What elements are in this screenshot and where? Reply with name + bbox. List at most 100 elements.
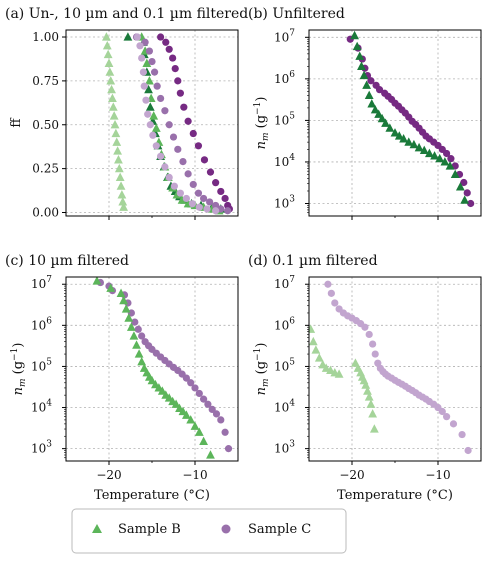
circle-marker <box>174 145 182 153</box>
triangle-marker <box>194 427 204 436</box>
y-tick-label: 103 <box>31 440 52 456</box>
triangle-marker <box>126 322 136 331</box>
data-points <box>102 32 233 215</box>
triangle-marker <box>399 134 408 143</box>
legend-marker-sample-c <box>221 524 231 534</box>
circle-marker <box>157 94 165 103</box>
triangle-marker <box>109 111 119 120</box>
triangle-marker <box>104 58 114 67</box>
triangle-marker <box>326 365 335 375</box>
circle-marker <box>184 170 192 178</box>
circle-marker <box>138 332 146 340</box>
circle-marker <box>180 103 188 111</box>
circle-marker <box>324 280 332 288</box>
circle-marker <box>189 180 197 189</box>
circle-marker <box>188 200 197 208</box>
triangle-marker <box>124 313 134 322</box>
triangle-marker <box>357 61 366 70</box>
axes-frame <box>308 29 482 217</box>
circle-marker <box>331 299 339 307</box>
triangle-marker <box>435 153 445 163</box>
triangle-marker <box>132 340 141 349</box>
triangle-marker <box>368 409 378 418</box>
y-tick-label: 105 <box>274 357 295 373</box>
circle-marker <box>327 289 335 297</box>
triangle-marker <box>102 40 112 50</box>
y-tick-label: 104 <box>274 153 295 169</box>
triangle-marker <box>142 58 152 67</box>
circle-marker <box>221 428 229 436</box>
triangle-marker <box>114 155 123 164</box>
legend-label-sample-b: Sample B <box>118 522 181 537</box>
y-axis-label: nm (g−1) <box>253 97 271 150</box>
x-tick-label: −10 <box>425 468 450 482</box>
triangle-marker <box>116 181 126 190</box>
triangle-marker <box>112 137 122 146</box>
circle-marker <box>169 133 178 141</box>
triangle-marker <box>355 51 365 60</box>
triangle-marker <box>311 345 321 354</box>
circle-marker <box>140 82 148 90</box>
triangle-marker <box>309 336 318 346</box>
triangle-marker <box>118 197 128 206</box>
circle-marker <box>467 199 475 208</box>
y-axis-label: nm (g−1) <box>253 343 271 396</box>
panel-a: 0.00 0.25 0.50 0.75 1.00 (a) Un-, 10 µm and 0… <box>5 6 248 220</box>
triangle-marker <box>350 30 359 40</box>
triangle-marker <box>106 76 116 85</box>
y-tick-label: 106 <box>274 70 295 86</box>
circle-marker <box>221 194 229 203</box>
circle-marker <box>169 54 177 62</box>
circle-marker <box>367 77 375 85</box>
circle-marker <box>161 163 169 171</box>
circle-marker <box>200 395 208 403</box>
triangle-marker <box>450 169 460 179</box>
circle-marker <box>203 205 211 213</box>
circle-marker <box>195 389 203 398</box>
circle-marker <box>165 121 173 129</box>
triangle-marker <box>362 80 372 89</box>
triangle-marker <box>394 131 404 140</box>
triangle-marker <box>314 353 324 362</box>
triangle-marker <box>177 195 187 204</box>
circle-marker <box>200 194 208 203</box>
triangle-marker <box>440 157 450 166</box>
circle-marker <box>361 323 369 331</box>
circle-marker <box>369 340 377 348</box>
circle-marker <box>195 203 203 211</box>
x-axis-label: Temperature (°C) <box>94 488 210 503</box>
triangle-marker <box>404 137 414 146</box>
circle-marker <box>170 182 178 190</box>
circle-marker <box>204 400 212 408</box>
circle-marker <box>212 207 220 215</box>
triangle-marker <box>364 392 374 401</box>
triangle-marker <box>171 399 181 408</box>
circle-marker <box>187 379 195 387</box>
triangle-marker <box>117 190 127 199</box>
triangle-marker <box>107 84 116 94</box>
circle-marker <box>224 207 232 215</box>
legend-frame <box>71 508 347 554</box>
triangle-marker <box>370 104 380 114</box>
triangle-marker <box>105 67 115 76</box>
panel-title: (d) 0.1 µm filtered <box>248 253 378 269</box>
triangle-marker <box>151 123 161 132</box>
circle-marker <box>200 156 209 164</box>
circle-marker <box>145 47 154 55</box>
circle-marker <box>150 68 159 76</box>
circle-marker <box>162 38 170 46</box>
circle-marker <box>139 68 147 76</box>
triangle-marker <box>409 139 419 149</box>
circle-marker <box>208 405 216 414</box>
triangle-marker <box>199 436 208 445</box>
y-tick-label: 105 <box>31 357 52 373</box>
triangle-marker <box>102 32 111 41</box>
circle-marker <box>371 350 379 358</box>
triangle-marker <box>309 324 316 333</box>
triangle-marker <box>114 163 124 173</box>
circle-marker <box>165 173 173 181</box>
triangle-marker <box>110 119 120 129</box>
circle-marker <box>157 152 165 160</box>
y-tick-label: 103 <box>274 194 295 210</box>
